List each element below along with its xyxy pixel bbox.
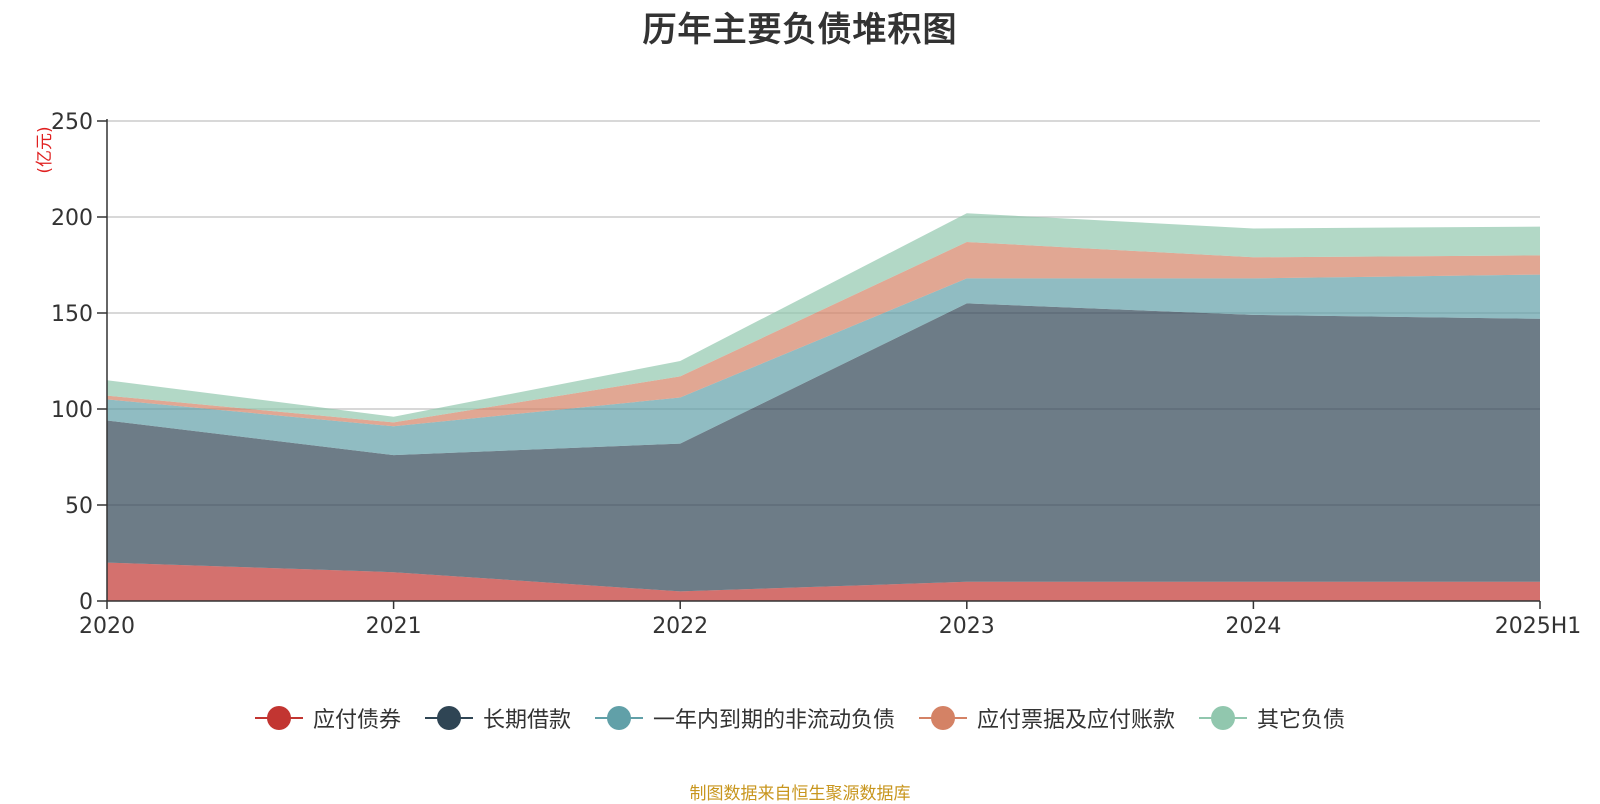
area-series-1[interactable] (107, 303, 1540, 592)
legend-item-4[interactable]: 其它负债 (1199, 702, 1345, 734)
y-tick-label: 50 (65, 494, 93, 519)
legend-marker-dot (436, 706, 461, 730)
legend: 应付债券 长期借款 一年内到期的非流动负债 应付票据及应付账款 其它负债 (0, 702, 1600, 734)
area-series-0[interactable] (107, 562, 1540, 601)
legend-marker-dot (606, 706, 631, 730)
legend-marker (424, 706, 473, 730)
legend-marker-dot (931, 706, 955, 730)
y-axis-unit-label: (亿元) (35, 126, 55, 173)
x-tick-label: 2023 (939, 614, 995, 639)
x-tick-label: 2025H1 (1495, 614, 1582, 639)
y-tick-label: 0 (79, 590, 93, 615)
legend-marker (594, 706, 643, 730)
source-note: 制图数据来自恒生聚源数据库 (689, 784, 911, 804)
x-tick-label: 2020 (79, 614, 135, 639)
y-tick-label: 200 (51, 206, 93, 231)
legend-item-3[interactable]: 应付票据及应付账款 (919, 702, 1175, 734)
area-series-4[interactable] (107, 213, 1540, 423)
legend-marker (1199, 706, 1248, 730)
y-tick-label: 150 (51, 302, 93, 327)
legend-label: 应付债券 (312, 708, 401, 733)
legend-marker (919, 706, 967, 730)
legend-label: 其它负债 (1257, 708, 1346, 733)
legend-item-2[interactable]: 一年内到期的非流动负债 (594, 702, 895, 734)
y-tick-label: 100 (51, 398, 93, 423)
area-layer (107, 213, 1540, 601)
area-series-3[interactable] (107, 242, 1540, 427)
legend-item-1[interactable]: 长期借款 (424, 702, 571, 734)
legend-label: 长期借款 (482, 708, 571, 733)
x-tick-label: 2024 (1225, 614, 1281, 639)
y-tick-label: 250 (51, 110, 93, 135)
legend-label: 应付票据及应付账款 (977, 708, 1176, 733)
area-series-2[interactable] (107, 274, 1540, 456)
axes: 0 50 100 150 200 250 2020 2021 2022 2023 2024 2025H… (51, 110, 1581, 639)
x-tick-label: 2021 (366, 614, 422, 639)
x-tick-label: 2022 (652, 614, 708, 639)
stacked-area-chart: 0 50 100 150 200 250 2020 2021 2022 2023 2024 2025H… (35, 110, 1581, 639)
chart-title: 历年主要负债堆积图 (642, 10, 958, 50)
legend-marker (254, 706, 303, 730)
legend-item-0[interactable]: 应付债券 (254, 702, 401, 734)
legend-marker-dot (266, 706, 291, 730)
legend-label: 一年内到期的非流动负债 (652, 708, 895, 733)
legend-marker-dot (1211, 706, 1236, 730)
